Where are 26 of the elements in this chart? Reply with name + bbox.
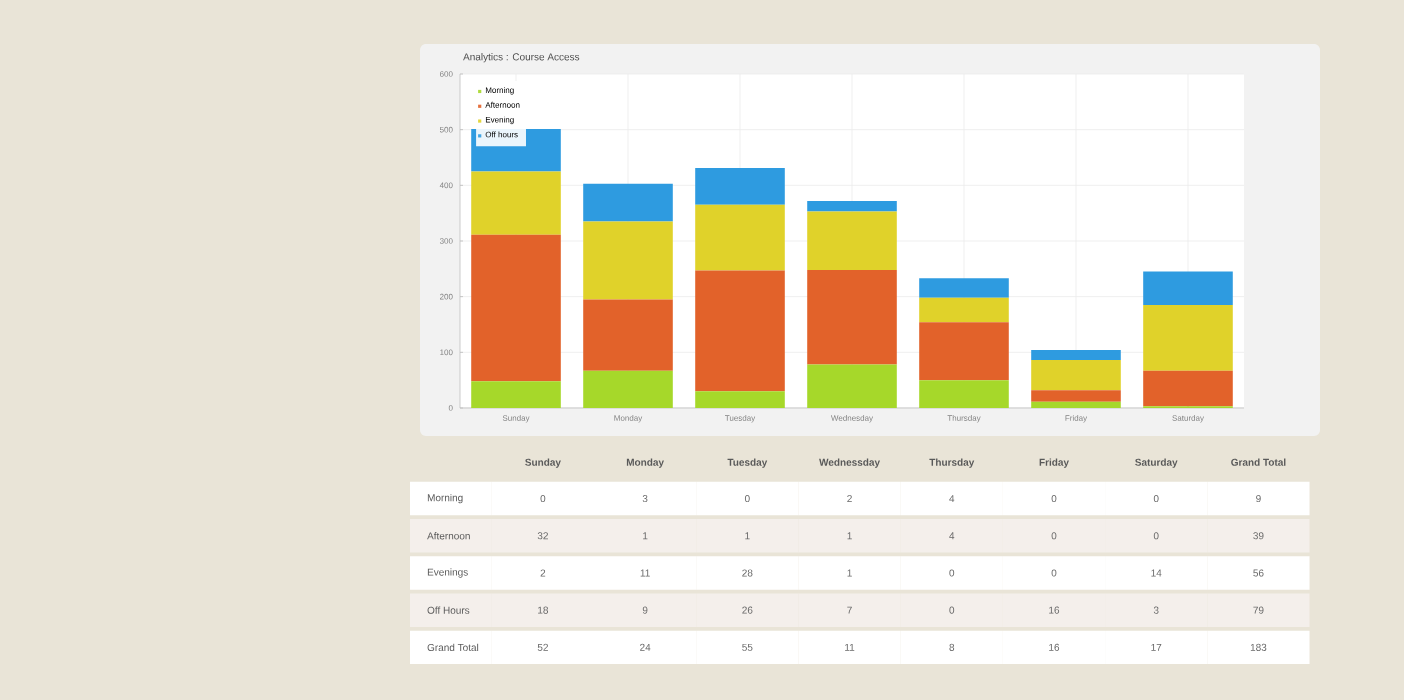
bar: [695, 391, 785, 408]
bar: [471, 381, 561, 408]
bar: [583, 183, 673, 222]
bar: [471, 234, 561, 382]
bar: [807, 200, 897, 212]
bar: [583, 221, 673, 300]
bar: [1031, 401, 1121, 408]
bar: [1143, 271, 1233, 305]
bar: [807, 364, 897, 408]
bar: [1031, 360, 1121, 391]
bar: [1031, 390, 1121, 402]
bar: [1143, 305, 1233, 371]
bar: [807, 269, 897, 365]
bar: [695, 270, 785, 392]
bar: [919, 322, 1009, 381]
bar: [583, 299, 673, 371]
bar: [919, 297, 1009, 323]
bar: [807, 211, 897, 270]
bar: [583, 370, 673, 408]
bar: [919, 380, 1009, 408]
bar: [1143, 370, 1233, 407]
bar: [695, 204, 785, 271]
bar: [1031, 350, 1121, 361]
bar: [471, 171, 561, 235]
bar: [919, 278, 1009, 298]
bar: [695, 168, 785, 205]
